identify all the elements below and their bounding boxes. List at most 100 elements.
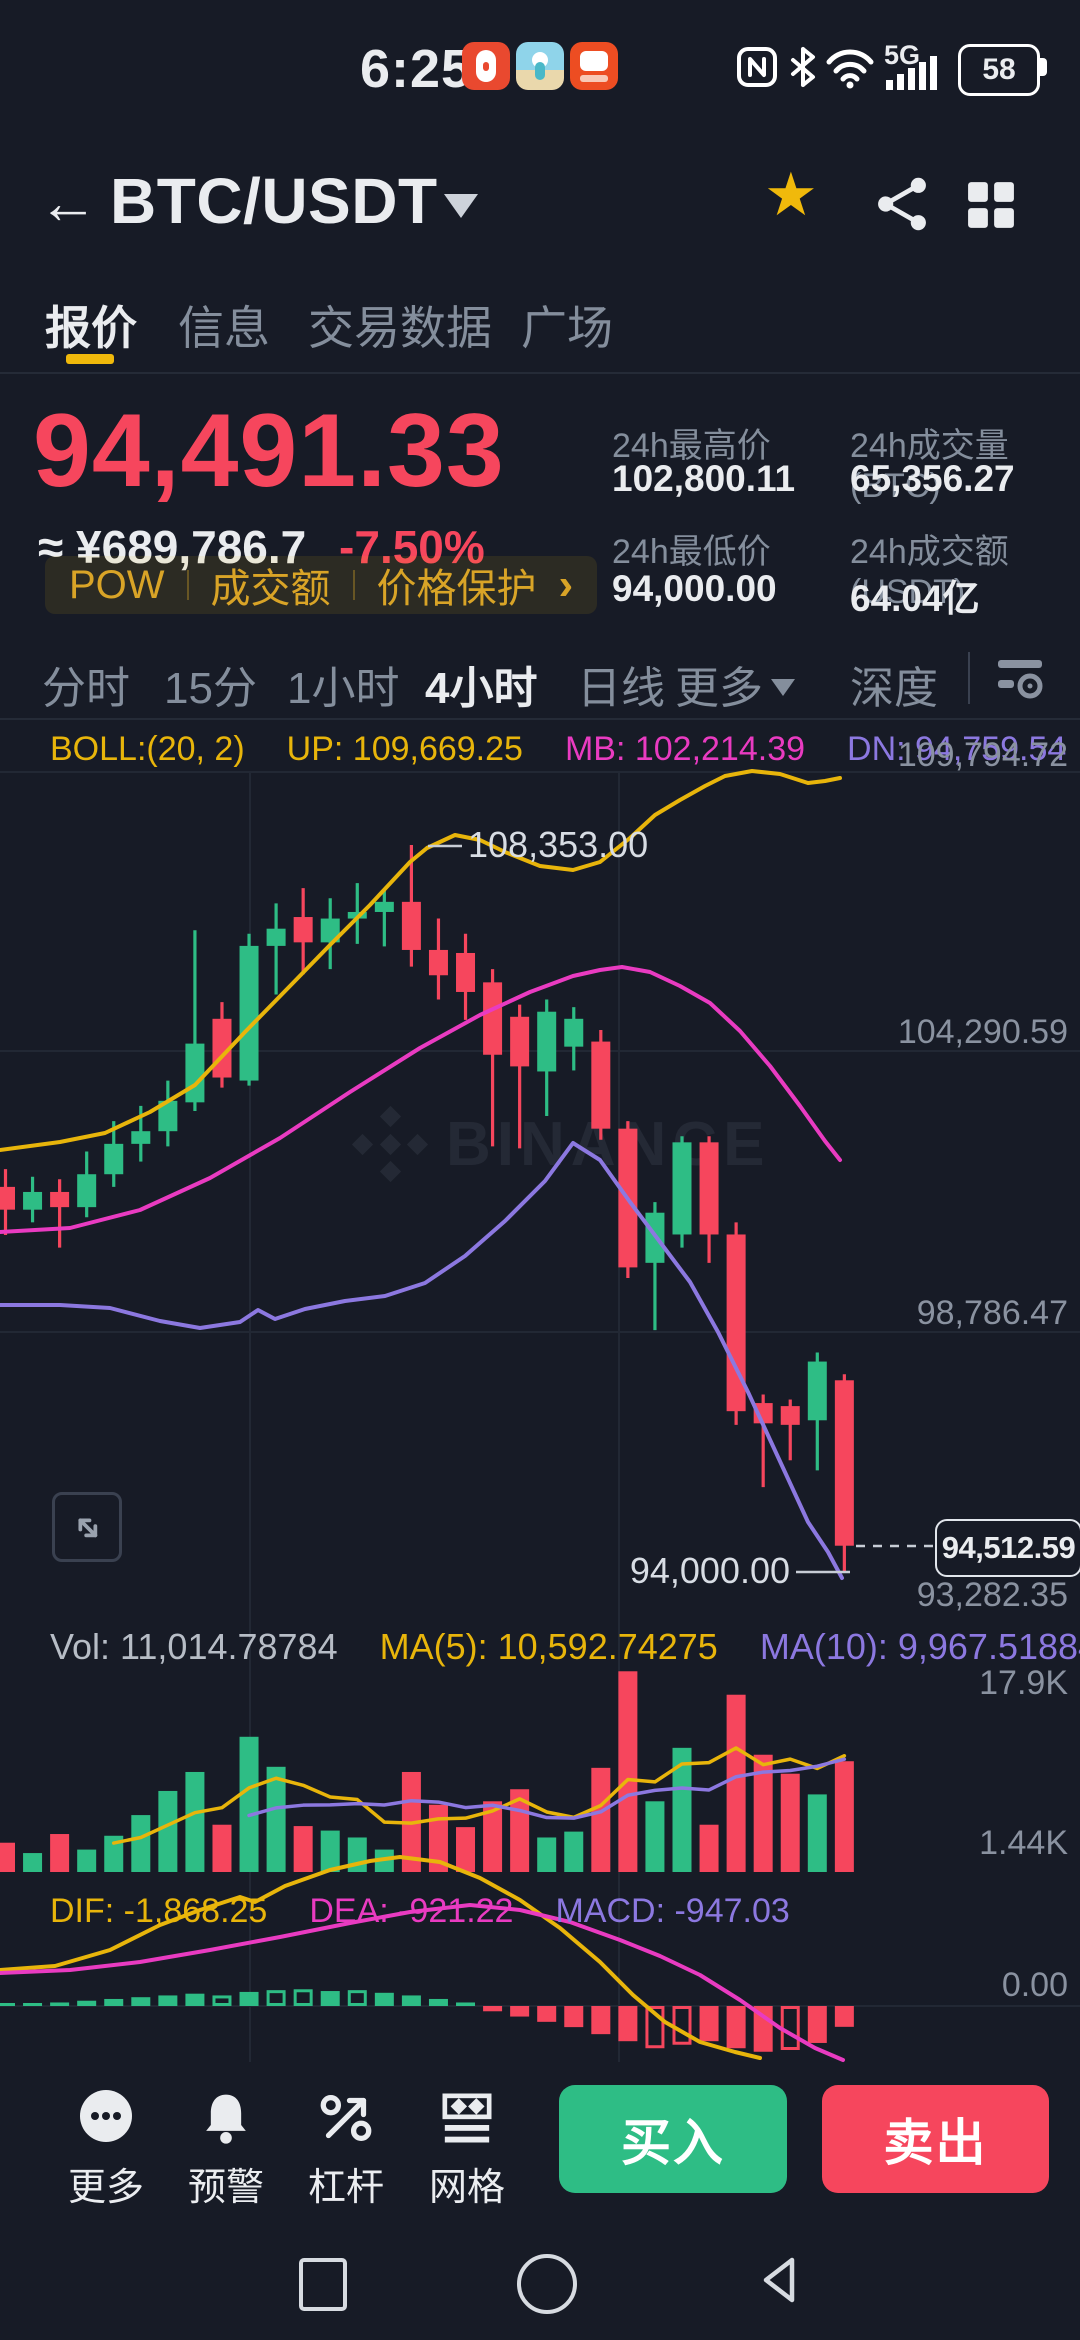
divider (968, 652, 970, 704)
toolbar-label-1: 预警 (187, 2167, 265, 2209)
wifi-icon (826, 49, 874, 89)
macd-dif: DIF: -1,868.25 (50, 1892, 268, 1930)
tab-0[interactable]: 报价 (45, 302, 137, 354)
boll-name: BOLL:(20, 2) (50, 730, 245, 768)
price-axis-label-2: 98,786.47 (916, 1294, 1068, 1332)
notification-app-icon (462, 42, 510, 90)
timeframe-0[interactable]: 分时 (42, 664, 130, 713)
vol-ma5: MA(5): 10,592.74275 (379, 1626, 718, 1667)
timeframe-2[interactable]: 1小时 (287, 664, 400, 713)
fiat-approx: ≈ ¥689,786.7 (38, 521, 307, 573)
timeframe-3[interactable]: 4小时 (425, 664, 538, 713)
leverage-icon (318, 2090, 374, 2146)
buy-button[interactable]: 买入 (559, 2085, 787, 2193)
status-time: 6:25 (360, 39, 473, 99)
network-type-label: 5G (884, 40, 921, 70)
stat-value-2: 94,000.00 (612, 568, 777, 609)
pill-separator (186, 570, 189, 600)
toolbar-item-1[interactable]: 预警 (188, 2090, 264, 2211)
timeframe-5[interactable]: 更多 (675, 652, 795, 716)
stat-label-1: 24h成交量(BTC) (850, 427, 1009, 505)
tab-2[interactable]: 交易数据 (308, 302, 492, 354)
last-price-tag: 94,512.59 (935, 1519, 1080, 1577)
tag-1: 成交额 (210, 567, 331, 611)
sell-button-label: 卖出 (883, 2115, 988, 2171)
pair-title[interactable]: BTC/USDT (110, 165, 438, 237)
boll-header: BOLL:(20, 2) UP: 109,669.25 MB: 102,214.… (50, 730, 1066, 769)
stat-value-0: 102,800.11 (612, 458, 796, 499)
bluetooth-icon (791, 47, 815, 87)
fullscreen-chart-button[interactable] (52, 1492, 122, 1562)
macd-header: DIF: -1,868.25 DEA: -921.22 MACD: -947.0… (50, 1892, 790, 1931)
tag-2: 价格保护 (376, 567, 537, 611)
price-axis-label-0: 109,794.72 (897, 736, 1068, 774)
dropdown-caret-icon (771, 678, 795, 696)
active-tab-underline (66, 354, 114, 364)
signal-strength-icon (886, 56, 937, 90)
stat-value-1: 65,356.27 (850, 458, 1015, 499)
change-percent: -7.50% (339, 521, 485, 573)
notification-app-icon (570, 42, 618, 90)
price-axis-label-3: 93,282.35 (916, 1576, 1068, 1614)
nav-home-button[interactable] (517, 2254, 577, 2314)
toolbar-label-0: 更多 (67, 2167, 145, 2209)
sell-button[interactable]: 卖出 (822, 2085, 1049, 2193)
toolbar-item-2[interactable]: 杠杆 (308, 2090, 384, 2211)
favorite-star-icon[interactable]: ★ (764, 161, 818, 228)
tab-3[interactable]: 广场 (521, 302, 613, 354)
last-price-tag-value: 94,512.59 (941, 1530, 1076, 1565)
toolbar-item-0[interactable]: 更多 (68, 2090, 144, 2211)
pill-separator (352, 570, 355, 600)
timeframe-4[interactable]: 日线 (577, 664, 665, 713)
notification-app-icon (516, 42, 564, 90)
battery-indicator: 58 (958, 44, 1040, 96)
binance-logo-icon (351, 1105, 429, 1183)
stat-label-0: 24h最高价 (612, 427, 771, 465)
boll-mb: MB: 102,214.39 (564, 730, 806, 768)
vol-axis-label-1: 1.44K (979, 1824, 1068, 1862)
macd-value: MACD: -947.03 (555, 1892, 790, 1930)
grid-layout-icon[interactable] (966, 180, 1016, 230)
pair-dropdown-icon[interactable] (444, 194, 478, 218)
nav-recents-button[interactable] (299, 2258, 347, 2311)
tab-1[interactable]: 信息 (178, 302, 270, 354)
timeframe-1[interactable]: 15分 (164, 664, 257, 713)
alert-bell-icon (198, 2090, 254, 2146)
vol-axis-label-0: 17.9K (979, 1664, 1068, 1702)
tag-0: POW (69, 562, 165, 607)
boll-dn: DN: 94,759.54 (847, 730, 1067, 768)
stat-label-2: 24h最低价 (612, 533, 771, 571)
timeframe-6[interactable]: 深度 (850, 664, 938, 713)
back-button[interactable]: ← (38, 169, 98, 236)
battery-level: 58 (982, 53, 1016, 86)
annotation-high: 108,353.00 (468, 824, 649, 865)
fiat-price-row: ≈ ¥689,786.7 -7.50% (38, 520, 485, 574)
divider (0, 718, 1080, 720)
macd-dea: DEA: -921.22 (309, 1892, 514, 1930)
volume-header: Vol: 11,014.78784 MA(5): 10,592.74275 MA… (50, 1626, 1080, 1668)
toolbar-item-3[interactable]: 网格 (429, 2090, 505, 2211)
nav-back-button[interactable] (756, 2254, 802, 2306)
annotation-low: 94,000.00 (629, 1550, 790, 1591)
grid-trading-icon (439, 2090, 495, 2146)
vol-ma10: MA(10): 9,967.51884 (759, 1626, 1080, 1667)
expand-icon (78, 1518, 98, 1538)
pill-chevron-icon: › (558, 560, 574, 609)
divider (0, 372, 1080, 374)
indicator-settings-icon[interactable] (996, 656, 1046, 702)
toolbar-label-2: 杠杆 (307, 2167, 385, 2209)
battery-nub (1040, 58, 1047, 76)
nfc-icon (737, 47, 777, 87)
price-axis-label-1: 104,290.59 (897, 1013, 1068, 1051)
toolbar-label-3: 网格 (428, 2167, 506, 2209)
last-price: 94,491.33 (33, 393, 505, 509)
share-icon[interactable] (874, 176, 930, 232)
stat-value-3: 64.04亿 (850, 578, 980, 619)
token-tags-pill[interactable]: POW 成交额 价格保护 › (45, 556, 598, 614)
more-icon (78, 2090, 134, 2146)
vol-current: Vol: 11,014.78784 (50, 1626, 338, 1667)
macd-zero-label: 0.00 (1001, 1966, 1068, 2004)
buy-button-label: 买入 (621, 2115, 725, 2171)
